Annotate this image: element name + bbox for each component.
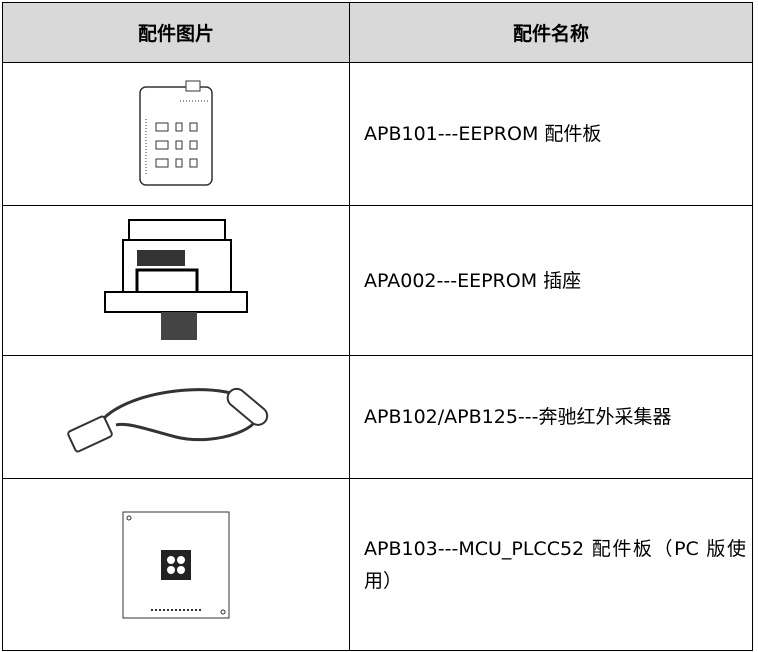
image-cell [2,205,350,356]
row: APB103---MCU_PLCC52 配件板（PC 版使用） [2,478,753,651]
row: APB101---EEPROM 配件板 [2,62,753,206]
socket-image [104,218,248,340]
cable-image [67,387,269,453]
row: APB102/APB125---奔驰红外采集器 [2,355,753,479]
board-image [139,80,213,186]
plcc-board-image [122,511,230,618]
header-cell: 配件图片 [2,2,350,63]
name-cell: APA002---EEPROM 插座 [349,205,753,356]
header-cell: 配件名称 [349,2,753,63]
row: APA002---EEPROM 插座 [2,205,753,356]
image-cell [2,478,350,651]
image-cell [2,355,350,479]
name-cell: APB102/APB125---奔驰红外采集器 [349,355,753,479]
name-cell: APB101---EEPROM 配件板 [349,62,753,206]
name-cell: APB103---MCU_PLCC52 配件板（PC 版使用） [349,478,753,651]
header-row: 配件图片 配件名称 [2,2,753,63]
image-cell [2,62,350,206]
